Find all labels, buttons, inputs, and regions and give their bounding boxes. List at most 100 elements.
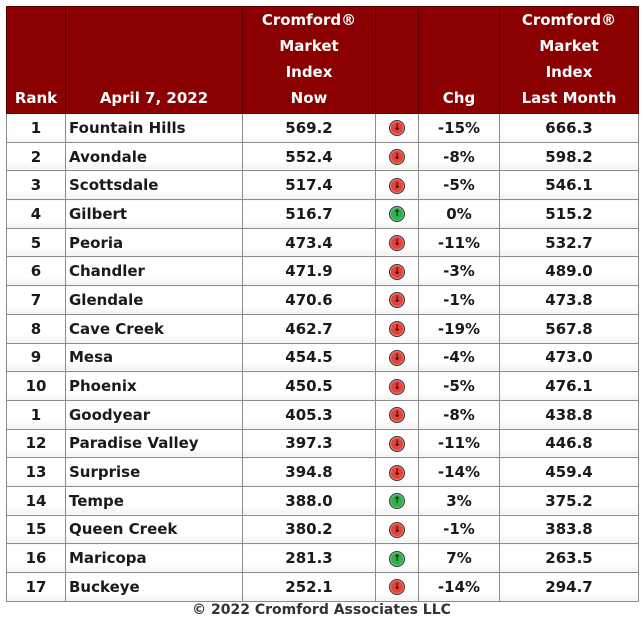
index-now-cell: 517.4 bbox=[242, 170, 376, 201]
index-now-cell: 450.5 bbox=[242, 371, 376, 401]
rank-cell: 1 bbox=[6, 399, 66, 430]
table-row: 2 Avondale 552.4 ↓ -8% 598.2 bbox=[6, 141, 639, 172]
rank-cell: 17 bbox=[6, 572, 66, 602]
rank-cell: 10 bbox=[6, 371, 66, 401]
index-now-cell: 470.6 bbox=[242, 285, 376, 315]
direction-cell: ↓ bbox=[375, 113, 419, 143]
direction-cell: ↓ bbox=[375, 371, 419, 401]
header-index-last-month-line: Cromford® bbox=[521, 11, 617, 29]
city-cell: Surprise bbox=[65, 457, 243, 487]
change-cell: -5% bbox=[418, 170, 500, 201]
down-arrow-icon: ↓ bbox=[389, 378, 405, 395]
down-arrow-icon: ↓ bbox=[389, 521, 405, 538]
table-row: 13 Surprise 394.8 ↓ -14% 459.4 bbox=[6, 457, 639, 487]
table-row: 14 Tempe 388.0 ↑ 3% 375.2 bbox=[6, 485, 639, 516]
down-arrow-icon: ↓ bbox=[389, 464, 405, 481]
header-rank: Rank bbox=[6, 6, 66, 114]
index-now-cell: 552.4 bbox=[242, 141, 376, 172]
direction-cell: ↓ bbox=[375, 285, 419, 315]
table-row: 7 Glendale 470.6 ↓ -1% 473.8 bbox=[6, 285, 639, 315]
city-cell: Gilbert bbox=[65, 199, 243, 229]
table-row: 4 Gilbert 516.7 ↑ 0% 515.2 bbox=[6, 199, 639, 229]
up-arrow-icon: ↑ bbox=[389, 493, 405, 510]
index-last-month-cell: 666.3 bbox=[499, 113, 639, 143]
direction-cell: ↓ bbox=[375, 170, 419, 201]
market-index-table: Rank April 7, 2022 Cromford® Market Inde… bbox=[6, 6, 639, 602]
down-arrow-icon: ↓ bbox=[389, 120, 405, 137]
index-last-month-cell: 446.8 bbox=[499, 428, 639, 459]
header-index-now: Cromford® Market Index Now bbox=[242, 6, 376, 114]
header-date: April 7, 2022 bbox=[65, 6, 243, 114]
city-cell: Tempe bbox=[65, 485, 243, 516]
table-row: 5 Peoria 473.4 ↓ -11% 532.7 bbox=[6, 227, 639, 258]
city-cell: Cave Creek bbox=[65, 313, 243, 344]
index-now-cell: 473.4 bbox=[242, 227, 376, 258]
city-cell: Scottsdale bbox=[65, 170, 243, 201]
direction-cell: ↓ bbox=[375, 457, 419, 487]
rank-cell: 7 bbox=[6, 285, 66, 315]
index-last-month-cell: 375.2 bbox=[499, 485, 639, 516]
down-arrow-icon: ↓ bbox=[389, 235, 405, 252]
up-arrow-icon: ↑ bbox=[389, 550, 405, 567]
city-cell: Fountain Hills bbox=[65, 113, 243, 143]
table-row: 15 Queen Creek 380.2 ↓ -1% 383.8 bbox=[6, 514, 639, 545]
up-arrow-icon: ↑ bbox=[389, 206, 405, 223]
direction-cell: ↓ bbox=[375, 514, 419, 545]
index-last-month-cell: 515.2 bbox=[499, 199, 639, 229]
rank-cell: 15 bbox=[6, 514, 66, 545]
direction-cell: ↓ bbox=[375, 256, 419, 287]
index-now-cell: 516.7 bbox=[242, 199, 376, 229]
down-arrow-icon: ↓ bbox=[389, 292, 405, 309]
index-now-cell: 471.9 bbox=[242, 256, 376, 287]
index-now-cell: 394.8 bbox=[242, 457, 376, 487]
index-last-month-cell: 532.7 bbox=[499, 227, 639, 258]
direction-cell: ↓ bbox=[375, 313, 419, 344]
index-now-cell: 569.2 bbox=[242, 113, 376, 143]
rank-cell: 1 bbox=[6, 113, 66, 143]
change-cell: -11% bbox=[418, 428, 500, 459]
header-index-last-month-line: Market bbox=[539, 37, 599, 55]
index-last-month-cell: 473.8 bbox=[499, 285, 639, 315]
rank-cell: 2 bbox=[6, 141, 66, 172]
change-cell: -8% bbox=[418, 141, 500, 172]
header-index-last-month: Cromford® Market Index Last Month bbox=[499, 6, 639, 114]
index-now-cell: 405.3 bbox=[242, 399, 376, 430]
header-direction bbox=[375, 6, 419, 114]
index-last-month-cell: 546.1 bbox=[499, 170, 639, 201]
change-cell: -4% bbox=[418, 342, 500, 373]
direction-cell: ↑ bbox=[375, 543, 419, 573]
index-last-month-cell: 476.1 bbox=[499, 371, 639, 401]
index-last-month-cell: 294.7 bbox=[499, 572, 639, 602]
rank-cell: 12 bbox=[6, 428, 66, 459]
down-arrow-icon: ↓ bbox=[389, 407, 405, 424]
header-index-now-line: Index bbox=[285, 63, 333, 81]
change-cell: -11% bbox=[418, 227, 500, 258]
index-now-cell: 388.0 bbox=[242, 485, 376, 516]
index-last-month-cell: 263.5 bbox=[499, 543, 639, 573]
header-row: Rank April 7, 2022 Cromford® Market Inde… bbox=[6, 6, 639, 114]
table-row: 1 Goodyear 405.3 ↓ -8% 438.8 bbox=[6, 399, 639, 430]
header-index-last-month-line: Index bbox=[545, 63, 593, 81]
index-now-cell: 462.7 bbox=[242, 313, 376, 344]
header-index-now-line: Cromford® bbox=[261, 11, 357, 29]
city-cell: Avondale bbox=[65, 141, 243, 172]
change-cell: -14% bbox=[418, 572, 500, 602]
header-index-now-line: Market bbox=[279, 37, 339, 55]
index-last-month-cell: 489.0 bbox=[499, 256, 639, 287]
rank-cell: 16 bbox=[6, 543, 66, 573]
change-cell: -5% bbox=[418, 371, 500, 401]
table-row: 10 Phoenix 450.5 ↓ -5% 476.1 bbox=[6, 371, 639, 401]
city-cell: Phoenix bbox=[65, 371, 243, 401]
rank-cell: 13 bbox=[6, 457, 66, 487]
index-last-month-cell: 567.8 bbox=[499, 313, 639, 344]
change-cell: -19% bbox=[418, 313, 500, 344]
change-cell: -8% bbox=[418, 399, 500, 430]
change-cell: -1% bbox=[418, 285, 500, 315]
header-index-now-line: Now bbox=[290, 89, 328, 107]
city-cell: Mesa bbox=[65, 342, 243, 373]
down-arrow-icon: ↓ bbox=[389, 177, 405, 194]
rank-cell: 5 bbox=[6, 227, 66, 258]
down-arrow-icon: ↓ bbox=[389, 149, 405, 166]
direction-cell: ↓ bbox=[375, 399, 419, 430]
index-now-cell: 380.2 bbox=[242, 514, 376, 545]
